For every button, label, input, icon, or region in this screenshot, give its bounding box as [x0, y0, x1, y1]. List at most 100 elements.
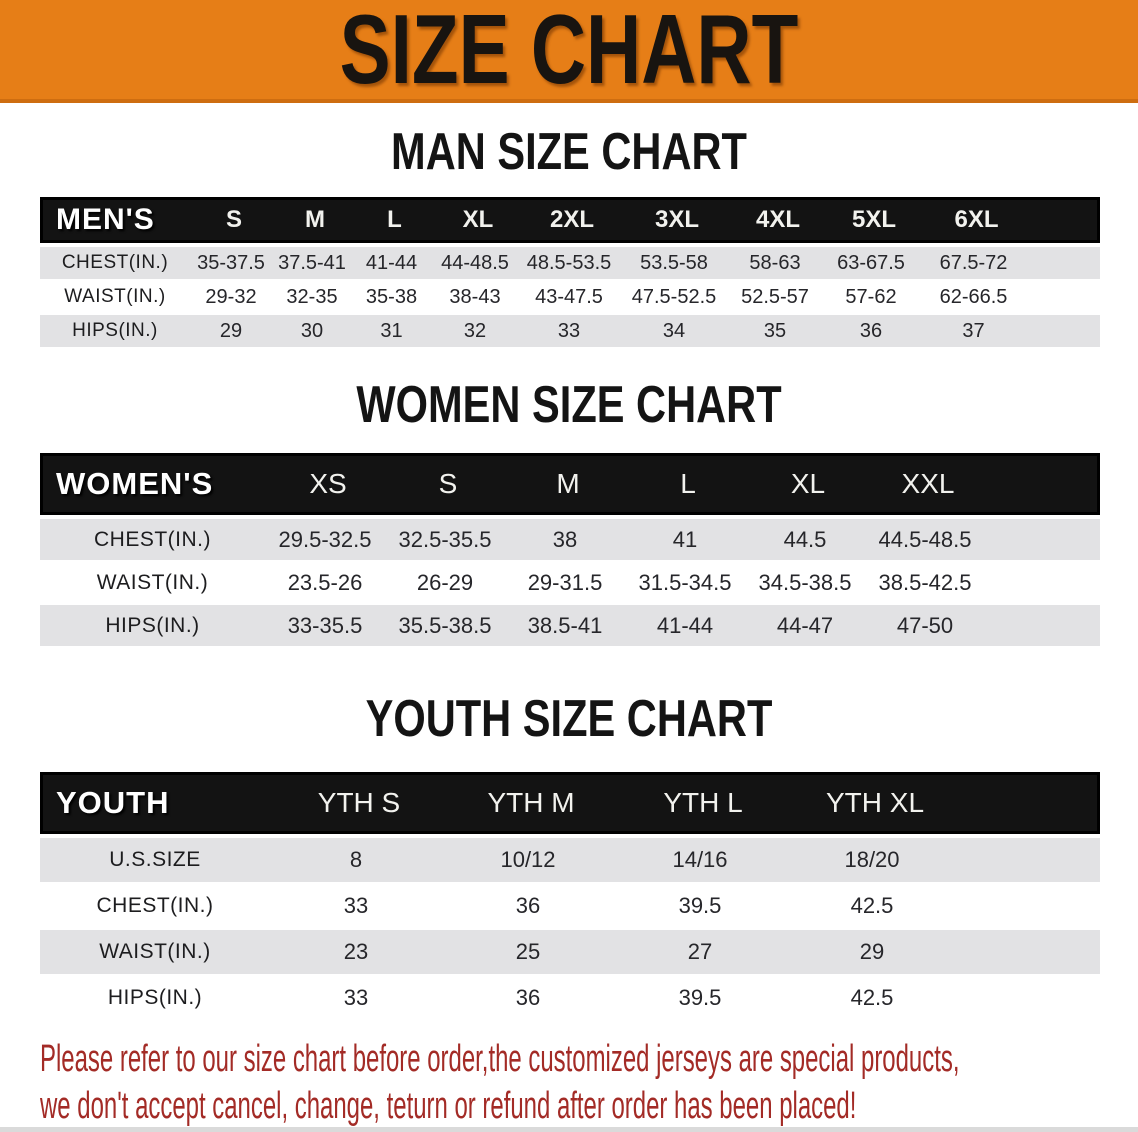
men-chest-in-cell-2: 41-44	[365, 251, 418, 274]
women-chest-in-cell-1: 32.5-35.5	[398, 526, 492, 552]
men-table-title: MEN'S	[56, 203, 155, 236]
men-hips-in-cell-1: 30	[300, 319, 324, 342]
women-row-label-hips-in: HIPS(IN.)	[105, 613, 200, 637]
youth-chest-in-cell-1: 36	[515, 893, 541, 918]
men-column-2xl: 2XL	[549, 206, 594, 233]
youth-waist-in-cell-0: 23	[343, 939, 369, 964]
youth-chest-in-cell-2: 39.5	[678, 893, 722, 918]
youth-column-yth-m: YTH M	[487, 787, 575, 818]
women-waist-in-cell-5: 38.5-42.5	[878, 569, 972, 595]
women-chest-in-cell-2: 38	[552, 526, 578, 552]
men-column-6xl: 6XL	[954, 206, 999, 233]
men-waist-in-cell-6: 52.5-57	[741, 285, 809, 308]
women-chest-in-cell-5: 44.5-48.5	[878, 526, 972, 552]
men-waist-in-cell-0: 29-32	[205, 285, 257, 308]
women-hips-in-cell-2: 38.5-41	[527, 612, 603, 638]
youth-row-label-chest-in: CHEST(IN.)	[96, 894, 214, 917]
men-hips-in-cell-2: 31	[380, 319, 403, 342]
women-size-table: WOMEN'S XS S M L XL XXL CHEST(IN.) 29.5-32.5 32.5…	[40, 453, 1100, 646]
bottom-edge-strip	[0, 1127, 1138, 1132]
women-column-s: S	[438, 468, 458, 499]
size-chart-banner: SIZE CHART	[0, 0, 1138, 103]
women-chest-in-cell-4: 44.5	[783, 526, 827, 552]
men-hips-in-cell-8: 37	[962, 319, 985, 342]
youth-row-hips-in: HIPS(IN.) 33 36 39.5 42.5	[40, 976, 1100, 1020]
youth-table-header-row: YOUTH YTH S YTH M YTH L YTH XL	[40, 772, 1100, 834]
women-waist-in-cell-3: 31.5-34.5	[638, 569, 732, 595]
men-hips-in-cell-0: 29	[219, 319, 243, 342]
men-size-table: MEN'S S M L XL 2XL 3XL 4XL 5XL 6XL CHEST(IN.) 35-37…	[40, 197, 1100, 347]
man-size-chart-heading: MAN SIZE CHART	[391, 123, 747, 181]
men-column-5xl: 5XL	[851, 206, 896, 233]
youth-column-yth-l: YTH L	[663, 787, 743, 818]
youth-column-yth-xl: YTH XL	[825, 787, 925, 818]
men-chest-in-cell-3: 44-48.5	[441, 251, 509, 274]
youth-waist-in-cell-1: 25	[515, 939, 541, 964]
men-chest-in-cell-7: 63-67.5	[837, 251, 905, 274]
women-waist-in-cell-4: 34.5-38.5	[758, 569, 852, 595]
men-hips-in-cell-7: 36	[859, 319, 883, 342]
men-waist-in-cell-8: 62-66.5	[939, 285, 1008, 308]
page-title: SIZE CHART	[339, 0, 799, 104]
men-waist-in-cell-7: 57-62	[845, 285, 897, 308]
youth-row-label-u-s-size: U.S.SIZE	[109, 848, 201, 871]
youth-row-label-waist-in: WAIST(IN.)	[99, 940, 211, 963]
youth-column-yth-s: YTH S	[317, 787, 401, 818]
men-waist-in-cell-4: 43-47.5	[535, 285, 603, 308]
men-column-4xl: 4XL	[755, 206, 800, 233]
men-waist-in-cell-3: 38-43	[449, 285, 501, 308]
disclaimer-text: Please refer to our size chart before or…	[40, 1038, 960, 1127]
women-column-xl: XL	[790, 468, 826, 499]
men-chest-in-cell-0: 35-37.5	[197, 251, 265, 274]
youth-u-s-size-cell-1: 10/12	[500, 847, 556, 872]
women-table-header-row: WOMEN'S XS S M L XL XXL	[40, 453, 1100, 515]
men-table-header-row: MEN'S S M L XL 2XL 3XL 4XL 5XL 6XL	[40, 197, 1100, 243]
women-column-xs: XS	[309, 468, 347, 499]
men-column-3xl: 3XL	[654, 206, 699, 233]
women-hips-in-cell-3: 41-44	[656, 612, 714, 638]
women-column-m: M	[556, 468, 580, 499]
youth-row-label-hips-in: HIPS(IN.)	[107, 986, 203, 1009]
women-row-label-chest-in: CHEST(IN.)	[94, 527, 211, 551]
men-chest-in-cell-6: 58-63	[749, 251, 801, 274]
women-chest-in-cell-0: 29.5-32.5	[278, 526, 372, 552]
youth-size-table: YOUTH YTH S YTH M YTH L YTH XL U.S.SIZE 8 10/12…	[40, 772, 1100, 1020]
women-column-xxl: XXL	[901, 468, 955, 499]
men-waist-in-cell-5: 47.5-52.5	[631, 285, 717, 308]
men-column-s: S	[225, 206, 242, 233]
youth-table-title: YOUTH	[56, 785, 170, 820]
women-hips-in-cell-0: 33-35.5	[287, 612, 363, 638]
youth-chest-in-cell-0: 33	[343, 893, 369, 918]
youth-row-chest-in: CHEST(IN.) 33 36 39.5 42.5	[40, 884, 1100, 928]
youth-row-u-s-size: U.S.SIZE 8 10/12 14/16 18/20	[40, 838, 1100, 882]
men-row-label-hips-in: HIPS(IN.)	[72, 320, 158, 341]
youth-waist-in-cell-3: 29	[859, 939, 885, 964]
women-hips-in-cell-1: 35.5-38.5	[398, 612, 492, 638]
youth-chest-in-cell-3: 42.5	[850, 893, 894, 918]
women-hips-in-cell-4: 44-47	[776, 612, 834, 638]
men-hips-in-cell-5: 34	[662, 319, 686, 342]
men-hips-in-cell-3: 32	[463, 319, 487, 342]
youth-u-s-size-cell-2: 14/16	[672, 847, 728, 872]
youth-hips-in-cell-3: 42.5	[850, 985, 894, 1010]
youth-waist-in-cell-2: 27	[687, 939, 713, 964]
men-column-xl: XL	[462, 206, 494, 233]
men-hips-in-cell-6: 35	[763, 319, 787, 342]
women-waist-in-cell-0: 23.5-26	[287, 569, 363, 595]
men-row-label-waist-in: WAIST(IN.)	[64, 286, 166, 307]
women-size-chart-heading: WOMEN SIZE CHART	[356, 376, 782, 434]
women-row-waist-in: WAIST(IN.) 23.5-26 26-29 29-31.5 31.5-34.5 34…	[40, 562, 1100, 603]
men-waist-in-cell-1: 32-35	[286, 285, 338, 308]
men-row-hips-in: HIPS(IN.) 29 30 31 32 33 34 35 36 37	[40, 315, 1100, 347]
youth-row-waist-in: WAIST(IN.) 23 25 27 29	[40, 930, 1100, 974]
women-waist-in-cell-2: 29-31.5	[527, 569, 603, 595]
women-row-hips-in: HIPS(IN.) 33-35.5 35.5-38.5 38.5-41 41-44 44-…	[40, 605, 1100, 646]
women-row-label-waist-in: WAIST(IN.)	[96, 570, 209, 594]
men-chest-in-cell-1: 37.5-41	[278, 251, 346, 274]
men-chest-in-cell-8: 67.5-72	[939, 251, 1008, 274]
men-chest-in-cell-4: 48.5-53.5	[526, 251, 612, 274]
men-column-l: L	[387, 206, 402, 233]
women-waist-in-cell-1: 26-29	[416, 569, 474, 595]
women-row-chest-in: CHEST(IN.) 29.5-32.5 32.5-35.5 38 41 44.5 44.5…	[40, 519, 1100, 560]
